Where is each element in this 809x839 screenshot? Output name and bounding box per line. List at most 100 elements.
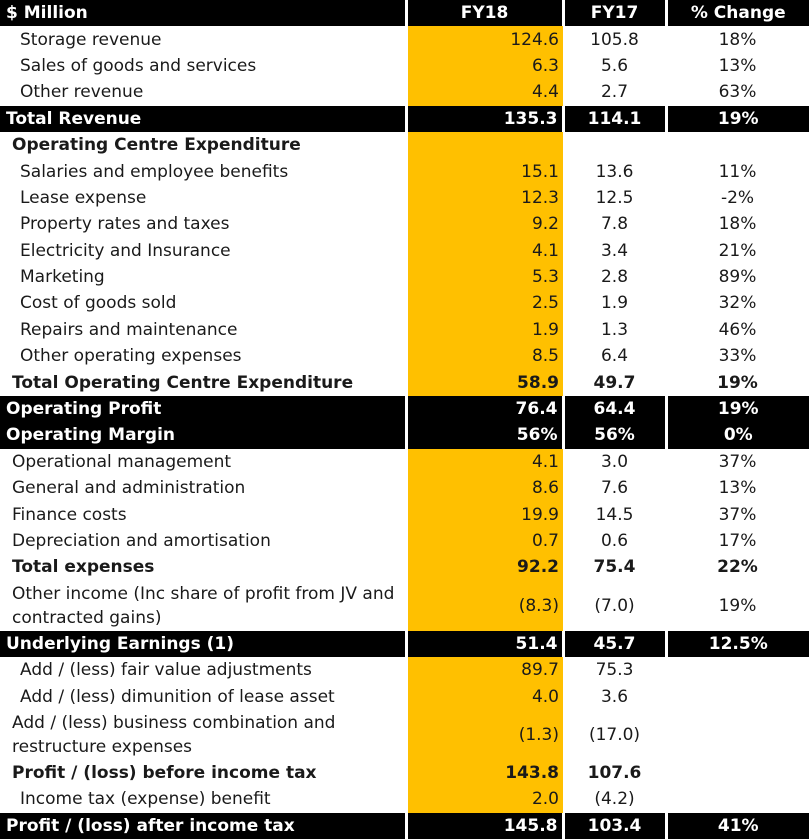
row-pct: 13% [718, 55, 757, 76]
table-row: Sales of goods and services 6.3 5.6 13% [0, 52, 809, 80]
table-row: Repairs and maintenance 1.9 1.3 46% [0, 316, 809, 344]
row-pct: 18% [718, 29, 757, 50]
table-row: Depreciation and amortisation 0.7 0.6 17… [0, 527, 809, 555]
row-fy18: (1.3) [404, 709, 563, 760]
row-pct: 19% [664, 395, 809, 423]
row-pct: 32% [718, 293, 757, 314]
row-fy18: 145.8 [404, 812, 563, 839]
row-fy17: 49.7 [593, 372, 636, 393]
row-label: Add / (less) fair value adjustments [20, 660, 312, 681]
row-label: Lease expense [20, 187, 147, 208]
row-pct: 37% [718, 451, 757, 472]
header-fy17: FY17 [561, 0, 666, 27]
row-pct: 63% [718, 82, 757, 103]
table-row: Storage revenue 124.6 105.8 18% [0, 26, 809, 53]
row-fy17: 107.6 [587, 762, 642, 783]
section-header-row: Operating Centre Expenditure [0, 131, 809, 159]
table-row: Other operating expenses 8.5 6.4 33% [0, 343, 809, 370]
row-fy18 [404, 131, 563, 159]
row-fy17: 12.5 [595, 187, 634, 208]
row-pct: 19% [717, 372, 758, 393]
row-fy17: 2.7 [600, 82, 629, 103]
row-pct [666, 657, 809, 683]
row-fy18: 19.9 [404, 501, 563, 528]
row-fy17: 7.8 [600, 214, 629, 235]
row-fy18: 4.1 [404, 448, 563, 476]
row-pct: 41% [664, 812, 809, 839]
row-fy17: 56% [561, 422, 666, 449]
section-label: Operating Centre Expenditure [12, 135, 301, 156]
table-row: Cost of goods sold 2.5 1.9 32% [0, 290, 809, 317]
operating-margin-row: Operating Margin 56% 56% 0% [0, 422, 809, 449]
row-fy18: 92.2 [404, 554, 563, 581]
header-fy18: FY18 [404, 0, 563, 27]
row-pct: 19% [718, 595, 757, 616]
row-fy17: 64.4 [561, 395, 666, 423]
row-label: Total expenses [12, 557, 155, 578]
row-fy18: 4.1 [404, 237, 563, 264]
row-pct [666, 132, 809, 158]
row-fy18: 4.4 [404, 79, 563, 106]
row-label: Depreciation and amortisation [12, 531, 271, 551]
row-label: Other operating expenses [20, 346, 242, 367]
row-fy17: 3.0 [600, 451, 629, 472]
row-fy17: 105.8 [590, 29, 639, 50]
row-fy18: 76.4 [404, 395, 563, 423]
row-fy17 [563, 132, 666, 158]
row-fy18: (8.3) [404, 580, 563, 631]
row-label: Property rates and taxes [20, 214, 230, 235]
row-label: Operational management [12, 451, 232, 472]
row-fy18: 58.9 [404, 369, 563, 396]
row-pct: 11% [718, 161, 757, 182]
row-label: Other revenue [20, 82, 144, 103]
row-pct: 21% [718, 240, 757, 261]
row-fy18: 135.3 [404, 105, 563, 132]
table-row: Lease expense 12.3 12.5 -2% [0, 184, 809, 212]
row-pct [666, 760, 809, 786]
row-fy17: 13.6 [595, 161, 634, 182]
profit-after-tax-row: Profit / (loss) after income tax 145.8 1… [0, 812, 809, 839]
row-fy17: 14.5 [595, 504, 634, 525]
row-fy18: 0.7 [404, 527, 563, 555]
table-row: Add / (less) dimunition of lease asset 4… [0, 683, 809, 710]
row-label: Total Revenue [0, 105, 406, 132]
row-label: Operating Profit [0, 395, 406, 423]
row-pct: 12.5% [664, 630, 809, 657]
row-fy17: 7.6 [600, 478, 629, 499]
row-pct: 17% [718, 531, 757, 551]
table-header-row: $ Million FY18 FY17 % Change [0, 0, 809, 27]
row-label: Other income (Inc share of profit from J… [12, 583, 395, 628]
row-label: Income tax (expense) benefit [20, 789, 271, 810]
row-fy17: 1.9 [600, 293, 629, 314]
row-label: Marketing [20, 267, 105, 288]
row-pct: 37% [718, 504, 757, 525]
row-pct: -2% [720, 187, 755, 208]
total-revenue-row: Total Revenue 135.3 114.1 19% [0, 105, 809, 132]
row-fy18: 56% [404, 422, 563, 449]
row-fy17: (4.2) [594, 789, 635, 810]
table-row: General and administration 8.6 7.6 13% [0, 475, 809, 502]
row-label: Add / (less) business combination and re… [12, 712, 336, 757]
operating-profit-row: Operating Profit 76.4 64.4 19% [0, 395, 809, 423]
row-pct: 22% [717, 557, 758, 578]
row-label: Total Operating Centre Expenditure [12, 372, 354, 393]
header-pct-change: % Change [664, 0, 809, 27]
row-label: Electricity and Insurance [20, 240, 231, 261]
header-label: $ Million [0, 0, 406, 27]
row-label: Finance costs [12, 504, 127, 525]
table-row: Add / (less) fair value adjustments 89.7… [0, 656, 809, 684]
row-fy17: 3.6 [600, 686, 629, 707]
row-fy17: 6.4 [600, 346, 629, 367]
row-label: Sales of goods and services [20, 55, 257, 76]
row-fy18: 8.5 [404, 343, 563, 370]
row-fy18: 2.5 [404, 290, 563, 317]
row-pct: 89% [718, 267, 757, 288]
row-fy17: (7.0) [594, 595, 635, 616]
row-fy18: 2.0 [404, 786, 563, 813]
row-pct: 18% [718, 214, 757, 235]
row-label: Operating Margin [0, 422, 406, 449]
row-fy18: 12.3 [404, 184, 563, 212]
row-label: Profit / (loss) after income tax [0, 812, 406, 839]
row-pct: 46% [718, 319, 757, 340]
